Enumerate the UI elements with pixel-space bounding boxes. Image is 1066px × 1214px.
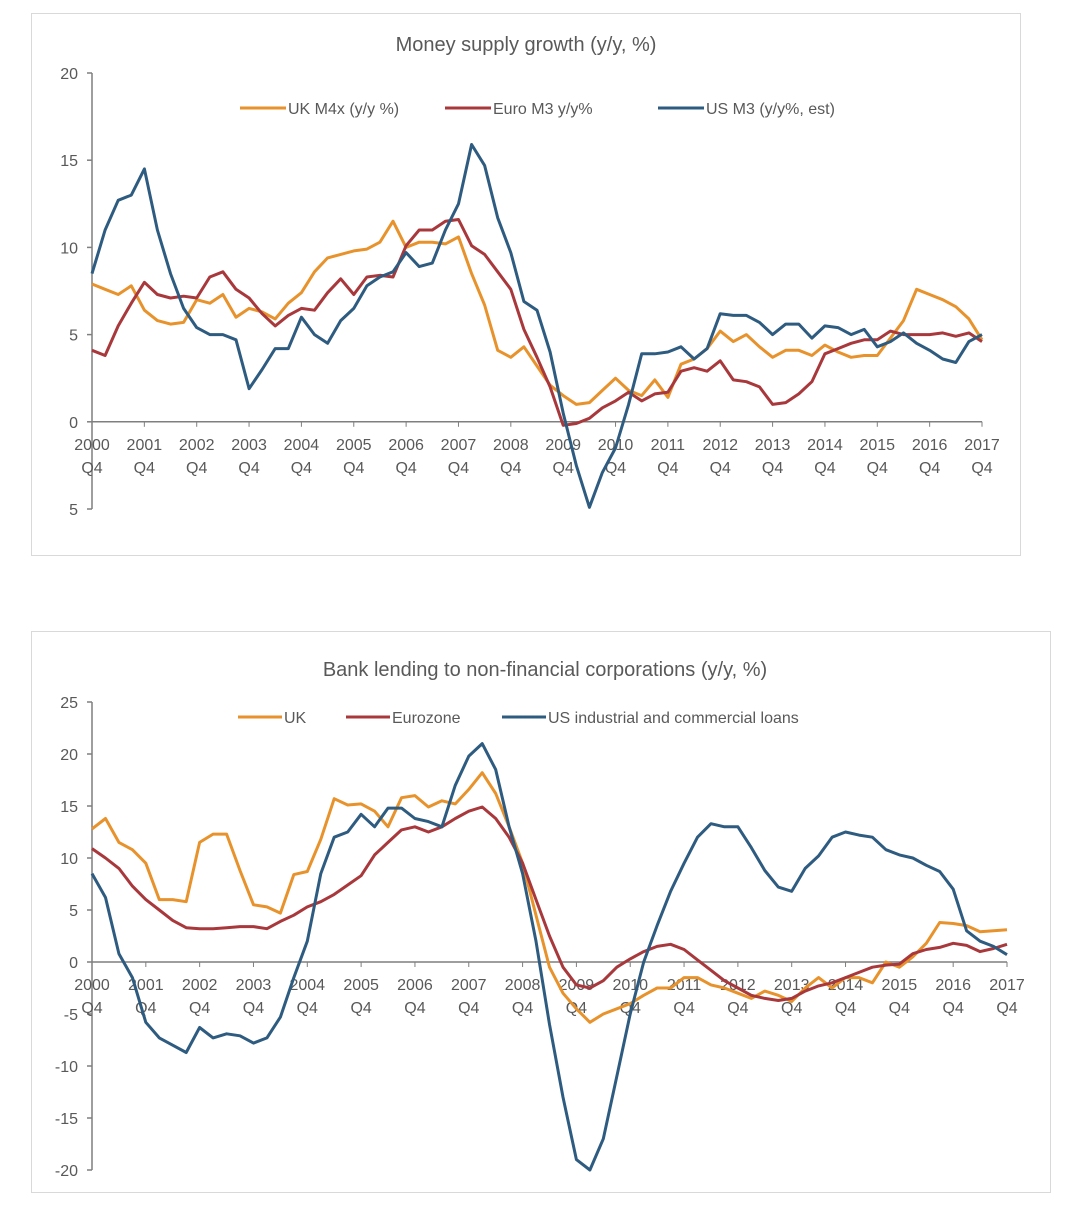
lending-x-tick-year: 2003 [236, 977, 272, 994]
lending-x-tick-year: 2013 [774, 977, 810, 994]
lending-x-tick-quarter: Q4 [943, 1000, 964, 1017]
lending-y-tick-label: 15 [60, 799, 78, 816]
money-x-tick-year: 2016 [912, 437, 948, 454]
lending-x-tick-quarter: Q4 [458, 1000, 479, 1017]
lending-x-tick-year: 2011 [667, 977, 702, 994]
lending-series-line-1 [91, 771, 1008, 1024]
money-y-tick-label: 15 [60, 153, 78, 170]
lending-x-tick-quarter: Q4 [350, 1000, 371, 1017]
lending-y-tick-label: -5 [64, 1007, 78, 1024]
money-supply-chart: Money supply growth (y/y, %)201510505200… [60, 34, 1000, 519]
money-legend-label-3: US M3 (y/y%, est) [706, 101, 835, 118]
money-y-tick-label: 5 [69, 328, 78, 345]
lending-y-tick-label: -20 [55, 1163, 78, 1180]
lending-y-tick-label: -15 [55, 1111, 78, 1128]
lending-x-tick-year: 2015 [882, 977, 918, 994]
money-x-tick-quarter: Q4 [971, 460, 992, 477]
money-x-tick-year: 2009 [545, 437, 581, 454]
lending-x-tick-quarter: Q4 [996, 1000, 1017, 1017]
lending-x-tick-year: 2005 [343, 977, 379, 994]
money-x-tick-quarter: Q4 [134, 460, 155, 477]
money-chart-title: Money supply growth (y/y, %) [396, 34, 657, 56]
lending-x-tick-quarter: Q4 [404, 1000, 425, 1017]
lending-y-tick-label: 5 [69, 903, 78, 920]
money-x-tick-quarter: Q4 [553, 460, 574, 477]
money-x-tick-year: 2012 [702, 437, 738, 454]
money-x-tick-year: 2001 [127, 437, 163, 454]
money-x-tick-quarter: Q4 [762, 460, 783, 477]
money-x-tick-quarter: Q4 [657, 460, 678, 477]
lending-x-tick-year: 2008 [505, 977, 541, 994]
lending-x-tick-quarter: Q4 [243, 1000, 264, 1017]
money-x-tick-year: 2008 [493, 437, 529, 454]
money-x-tick-quarter: Q4 [395, 460, 416, 477]
lending-x-tick-year: 2012 [720, 977, 756, 994]
lending-x-tick-quarter: Q4 [835, 1000, 856, 1017]
money-x-tick-quarter: Q4 [867, 460, 888, 477]
money-x-tick-year: 2017 [964, 437, 1000, 454]
money-series-line-3 [90, 143, 983, 509]
lending-series-line-3 [90, 742, 1008, 1172]
money-x-tick-quarter: Q4 [291, 460, 312, 477]
lending-y-tick-label: 20 [60, 747, 78, 764]
money-x-tick-year: 2011 [651, 437, 686, 454]
lending-legend-label-2: Eurozone [392, 710, 461, 727]
lending-x-tick-quarter: Q4 [81, 1000, 102, 1017]
money-x-tick-quarter: Q4 [186, 460, 207, 477]
money-y-tick-label: 0 [69, 415, 78, 432]
money-x-tick-year: 2002 [179, 437, 215, 454]
money-y-tick-label: 10 [60, 240, 78, 257]
lending-y-tick-label: 10 [60, 851, 78, 868]
money-x-tick-quarter: Q4 [343, 460, 364, 477]
money-y-tick-label: 5 [69, 502, 78, 519]
lending-x-tick-quarter: Q4 [297, 1000, 318, 1017]
money-x-tick-year: 2005 [336, 437, 372, 454]
lending-x-tick-year: 2016 [935, 977, 971, 994]
lending-x-tick-year: 2007 [451, 977, 487, 994]
money-y-tick-label: 20 [60, 66, 78, 83]
lending-x-tick-year: 2006 [397, 977, 433, 994]
money-x-tick-quarter: Q4 [814, 460, 835, 477]
money-x-tick-quarter: Q4 [238, 460, 259, 477]
money-x-tick-year: 2013 [755, 437, 791, 454]
lending-y-tick-label: 25 [60, 695, 78, 712]
money-x-tick-quarter: Q4 [919, 460, 940, 477]
money-x-tick-year: 2004 [284, 437, 320, 454]
money-x-tick-quarter: Q4 [500, 460, 521, 477]
lending-x-tick-quarter: Q4 [512, 1000, 533, 1017]
lending-chart-title: Bank lending to non-financial corporatio… [323, 659, 767, 681]
money-series-line-2 [91, 218, 983, 427]
lending-x-tick-quarter: Q4 [889, 1000, 910, 1017]
money-x-tick-quarter: Q4 [605, 460, 626, 477]
money-x-tick-quarter: Q4 [710, 460, 731, 477]
money-x-tick-year: 2003 [231, 437, 267, 454]
lending-x-tick-quarter: Q4 [189, 1000, 210, 1017]
lending-x-tick-year: 2000 [74, 977, 110, 994]
lending-x-tick-quarter: Q4 [781, 1000, 802, 1017]
bank-lending-chart-panel: Bank lending to non-financial corporatio… [31, 631, 1051, 1193]
money-x-tick-year: 2014 [807, 437, 843, 454]
lending-legend-label-3: US industrial and commercial loans [548, 710, 799, 727]
money-x-tick-year: 2000 [74, 437, 110, 454]
money-x-tick-year: 2007 [441, 437, 477, 454]
money-x-tick-year: 2006 [388, 437, 424, 454]
money-x-tick-year: 2015 [859, 437, 895, 454]
lending-x-tick-year: 2017 [989, 977, 1025, 994]
bank-lending-chart: Bank lending to non-financial corporatio… [55, 659, 1025, 1180]
money-legend-label-1: UK M4x (y/y %) [288, 101, 399, 118]
money-supply-chart-panel: Money supply growth (y/y, %) 20 15 10 5 0 5 200… [31, 13, 1021, 556]
lending-x-tick-year: 2010 [612, 977, 648, 994]
money-x-tick-quarter: Q4 [448, 460, 469, 477]
lending-y-tick-label: -10 [55, 1059, 78, 1076]
money-legend-label-2: Euro M3 y/y% [493, 101, 593, 118]
lending-series-line-2 [91, 805, 1008, 1002]
lending-x-tick-quarter: Q4 [727, 1000, 748, 1017]
lending-x-tick-year: 2002 [182, 977, 218, 994]
lending-x-tick-year: 2004 [289, 977, 325, 994]
lending-y-tick-label: 0 [69, 955, 78, 972]
money-x-tick-quarter: Q4 [81, 460, 102, 477]
lending-x-tick-quarter: Q4 [673, 1000, 694, 1017]
lending-legend-label-1: UK [284, 710, 307, 727]
